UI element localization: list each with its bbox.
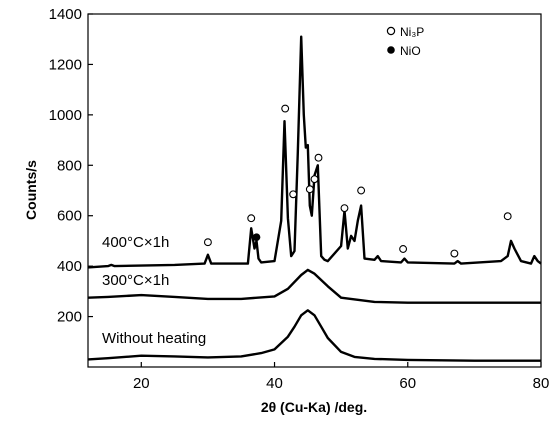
y-ticks: 200 400 600 800 1000 1200 1400 [49,6,93,326]
ni3p-peak-marker [357,186,366,195]
y-axis-title: Counts/s [23,160,39,220]
series-label-400: 400°C×1h [102,234,169,251]
ni3p-peak-marker [503,212,512,221]
series-label-without-heating: Without heating [102,330,206,347]
x-axis-title: 2θ (Cu-Ka) /deg. [261,399,367,415]
curve-400c-1h [87,35,542,269]
ni3p-peak-marker [247,214,256,223]
ni3p-peak-marker [305,185,314,194]
y-tick-label: 1000 [49,107,82,124]
curves [87,35,542,362]
nio-peak-marker [252,233,261,241]
x-tick-label: 60 [399,375,416,392]
y-tick-label: 800 [57,157,82,174]
y-tick-label: 1400 [49,6,82,23]
ni3p-peak-marker [281,104,290,113]
ni3p-peak-marker [399,245,408,253]
curve-300c-1h [87,268,541,304]
plot-frame [87,13,542,368]
legend-ni3p-label: Ni₃P [400,25,424,39]
x-tick-label: 20 [133,375,150,392]
legend-ni3p-open-circle-icon [386,26,396,36]
x-tick-label: 80 [533,375,550,392]
ni3p-peak-marker [310,175,319,184]
ni3p-peak-marker [314,153,323,162]
y-tick-label: 200 [57,309,82,326]
ni3p-peak-marker [289,190,298,199]
x-tick-label: 40 [266,375,283,392]
peak-markers [203,104,512,258]
y-tick-label: 1200 [49,56,82,73]
series-label-300: 300°C×1h [102,272,169,289]
legend-nio-label: NiO [400,44,421,58]
ni3p-peak-marker [450,249,459,258]
ni3p-peak-marker [203,238,212,247]
ni3p-peak-marker [340,204,349,213]
x-ticks: 20 40 60 80 [133,362,549,392]
curve-without-heating [87,309,541,362]
y-tick-label: 600 [57,208,82,225]
legend-nio-filled-circle-icon [387,46,395,54]
legend: Ni₃P NiO [386,25,424,58]
y-tick-label: 400 [57,258,82,275]
